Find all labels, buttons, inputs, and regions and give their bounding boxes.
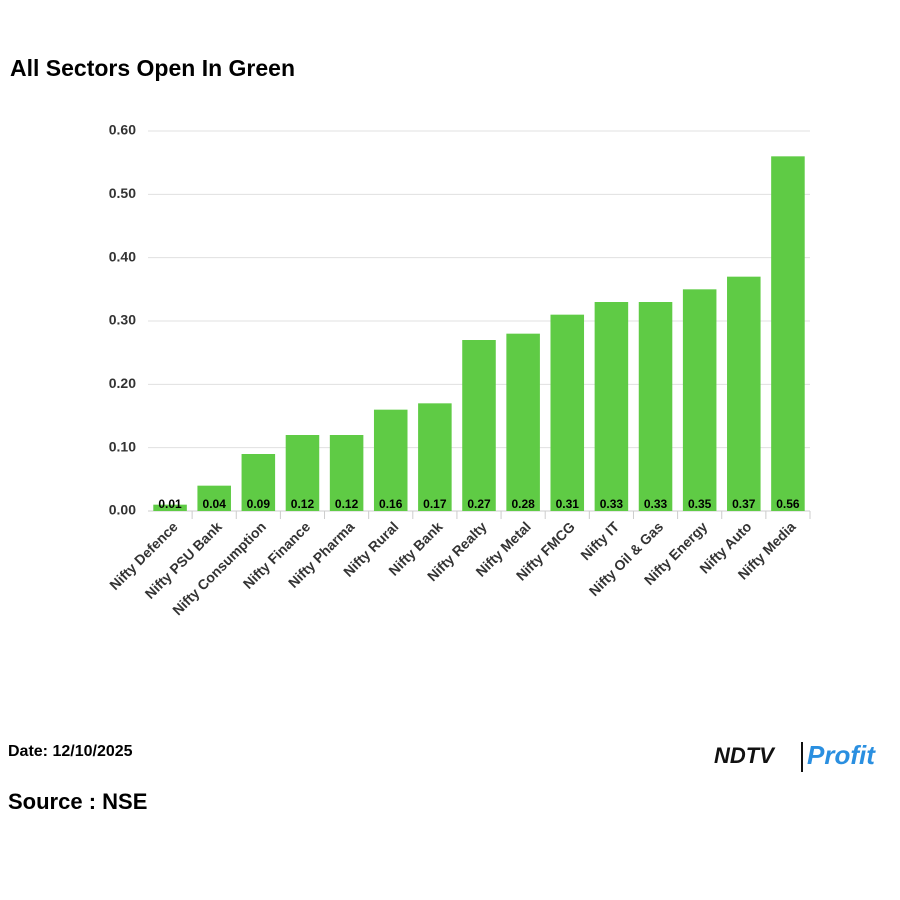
value-label: 0.01 xyxy=(158,497,182,511)
value-label: 0.12 xyxy=(335,497,359,511)
logo-product: Profit xyxy=(807,740,876,770)
bar xyxy=(594,302,629,511)
value-label: 0.35 xyxy=(688,497,712,511)
y-tick-label: 0.30 xyxy=(109,312,136,328)
bar xyxy=(638,302,673,511)
y-tick-label: 0.20 xyxy=(109,375,136,391)
bar xyxy=(727,276,761,511)
value-label: 0.17 xyxy=(423,497,447,511)
bar xyxy=(771,156,805,512)
value-label: 0.09 xyxy=(247,497,271,511)
y-tick-label: 0.60 xyxy=(109,122,136,138)
y-tick-label: 0.00 xyxy=(109,502,136,518)
value-label: 0.04 xyxy=(203,497,227,511)
x-tick-label: Nifty PSU Bank xyxy=(142,518,226,602)
bar xyxy=(153,504,187,511)
value-label: 0.12 xyxy=(291,497,315,511)
logo-brand: NDTV xyxy=(714,743,776,768)
bar xyxy=(241,454,276,511)
y-tick-label: 0.10 xyxy=(109,438,136,454)
value-label: 0.33 xyxy=(600,497,624,511)
value-label: 0.37 xyxy=(732,497,756,511)
value-label: 0.56 xyxy=(776,497,800,511)
source: Source : NSE xyxy=(8,789,147,814)
bar xyxy=(682,289,717,511)
y-tick-label: 0.50 xyxy=(109,185,136,201)
bar xyxy=(418,403,452,511)
chart-title: All Sectors Open In Green xyxy=(10,55,295,81)
bar xyxy=(285,435,320,511)
date: Date: 12/10/2025 xyxy=(8,743,133,760)
bar xyxy=(329,435,364,511)
bar xyxy=(462,340,496,511)
bar xyxy=(506,333,540,511)
value-label: 0.27 xyxy=(467,497,491,511)
value-label: 0.16 xyxy=(379,497,403,511)
value-label: 0.28 xyxy=(511,497,535,511)
bar xyxy=(550,314,585,511)
value-label: 0.31 xyxy=(556,497,580,511)
value-label: 0.33 xyxy=(644,497,668,511)
bar xyxy=(373,409,408,511)
bar xyxy=(197,485,231,511)
y-tick-label: 0.40 xyxy=(109,248,136,264)
